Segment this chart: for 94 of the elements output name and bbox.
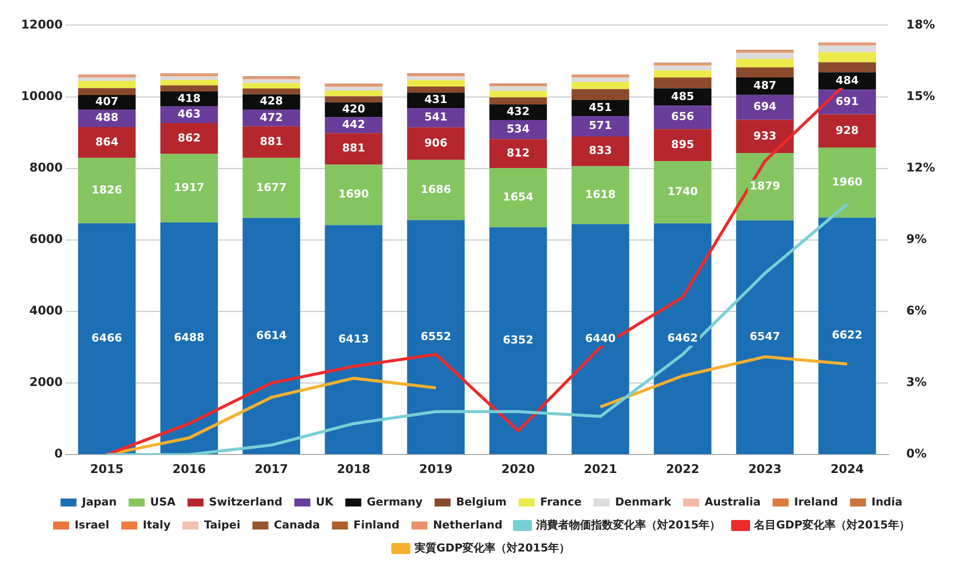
- x-tick-label: 2023: [748, 462, 782, 476]
- data-label: 6547: [750, 330, 780, 344]
- data-label: 431: [424, 93, 448, 106]
- data-label: 484: [836, 74, 859, 87]
- data-label: 881: [342, 142, 366, 155]
- legend-label: Israel: [74, 518, 110, 532]
- legend-label: Canada: [274, 518, 320, 532]
- legend-label: India: [871, 495, 902, 508]
- data-label: 418: [178, 92, 201, 105]
- data-label: 488: [95, 111, 118, 124]
- data-label: 534: [506, 122, 530, 136]
- data-label: 420: [342, 102, 366, 116]
- legend-label: 実質GDP変化率（対2015年）: [413, 541, 570, 554]
- y-tick-label: 0: [54, 446, 63, 461]
- data-label: 6552: [420, 330, 452, 343]
- data-label: 541: [424, 110, 448, 124]
- legend-label: Italy: [142, 518, 171, 532]
- data-label: 1740: [667, 185, 698, 198]
- data-label: 487: [753, 79, 776, 92]
- data-label: 463: [178, 108, 201, 121]
- legend-label: Denmark: [615, 495, 672, 508]
- data-label: 442: [342, 118, 366, 132]
- data-label: 864: [95, 135, 119, 148]
- legend-label: Australia: [704, 495, 761, 508]
- data-label: 6462: [667, 332, 698, 345]
- data-label: 472: [260, 110, 283, 124]
- data-label: 1654: [502, 190, 534, 204]
- legend-label: UK: [316, 495, 334, 508]
- data-label: 485: [671, 90, 694, 103]
- data-label: 6466: [92, 332, 123, 345]
- data-label: 6488: [174, 331, 204, 344]
- x-tick-label: 2024: [830, 462, 864, 476]
- y-tick-label: 8000: [29, 160, 63, 174]
- x-tick-label: 2018: [336, 462, 370, 476]
- legend-label: France: [540, 495, 582, 508]
- data-label: 1618: [585, 188, 616, 202]
- y-tick-label: 6000: [29, 232, 63, 246]
- legend-label: Switzerland: [209, 495, 282, 508]
- legend-label: Ireland: [794, 495, 838, 508]
- data-label: 6413: [338, 332, 369, 346]
- x-tick-label: 2020: [501, 462, 535, 476]
- y2-tick-label: 18%: [906, 17, 936, 32]
- data-label: 933: [753, 129, 776, 142]
- data-label: 691: [836, 94, 859, 108]
- data-label: 6352: [502, 334, 534, 347]
- y2-tick-label: 12%: [906, 160, 936, 174]
- data-label: 6440: [585, 332, 616, 345]
- data-label: 1917: [174, 181, 204, 194]
- data-label: 6622: [832, 328, 862, 342]
- data-label: 881: [260, 135, 283, 148]
- data-label: 571: [588, 119, 612, 132]
- x-tick-label: 2017: [254, 462, 288, 476]
- legend-label: Japan: [81, 495, 117, 508]
- y-tick-label: 4000: [29, 304, 63, 318]
- legend-label: 名目GDP変化率（対2015年）: [753, 518, 910, 532]
- data-label: 906: [424, 136, 448, 150]
- y2-tick-label: 9%: [906, 232, 927, 246]
- x-tick-label: 2019: [419, 462, 453, 476]
- y2-tick-label: 15%: [906, 88, 936, 103]
- data-label: 1686: [420, 182, 452, 196]
- y2-tick-label: 6%: [906, 304, 927, 318]
- data-label: 895: [671, 138, 694, 151]
- legend-label: 消費者物価指数変化率（対2015年）: [534, 518, 721, 532]
- data-label: 1879: [750, 180, 780, 193]
- data-label: 1690: [338, 188, 370, 201]
- legend-label: Germany: [366, 495, 423, 508]
- data-label: 432: [506, 105, 530, 118]
- x-tick-label: 2022: [666, 462, 700, 476]
- data-label: 451: [588, 100, 612, 114]
- data-label: 407: [95, 95, 118, 108]
- data-label: 428: [260, 94, 283, 108]
- data-label: 1960: [832, 175, 863, 188]
- data-label: 862: [178, 131, 201, 144]
- y-tick-label: 12000: [21, 17, 63, 32]
- data-label: 656: [671, 110, 694, 124]
- y2-tick-label: 0%: [906, 446, 927, 461]
- legend-label: Netherland: [432, 518, 502, 532]
- data-label: 6614: [256, 328, 288, 342]
- y-tick-label: 2000: [29, 375, 63, 390]
- data-label: 694: [753, 100, 777, 114]
- data-label: 833: [588, 144, 612, 158]
- y2-tick-label: 3%: [906, 375, 927, 390]
- x-tick-label: 2021: [584, 462, 618, 476]
- y-tick-label: 10000: [21, 88, 63, 103]
- data-label: 928: [836, 124, 859, 137]
- data-label: 1826: [92, 183, 123, 196]
- legend-label: Belgium: [456, 495, 507, 508]
- x-tick-label: 2016: [172, 462, 206, 476]
- data-label: 1677: [256, 180, 287, 194]
- legend-label: USA: [150, 495, 176, 508]
- legend-label: Taipei: [204, 518, 240, 532]
- x-tick-label: 2015: [90, 462, 124, 476]
- legend-label: Finland: [353, 518, 400, 532]
- data-label: 812: [506, 146, 530, 160]
